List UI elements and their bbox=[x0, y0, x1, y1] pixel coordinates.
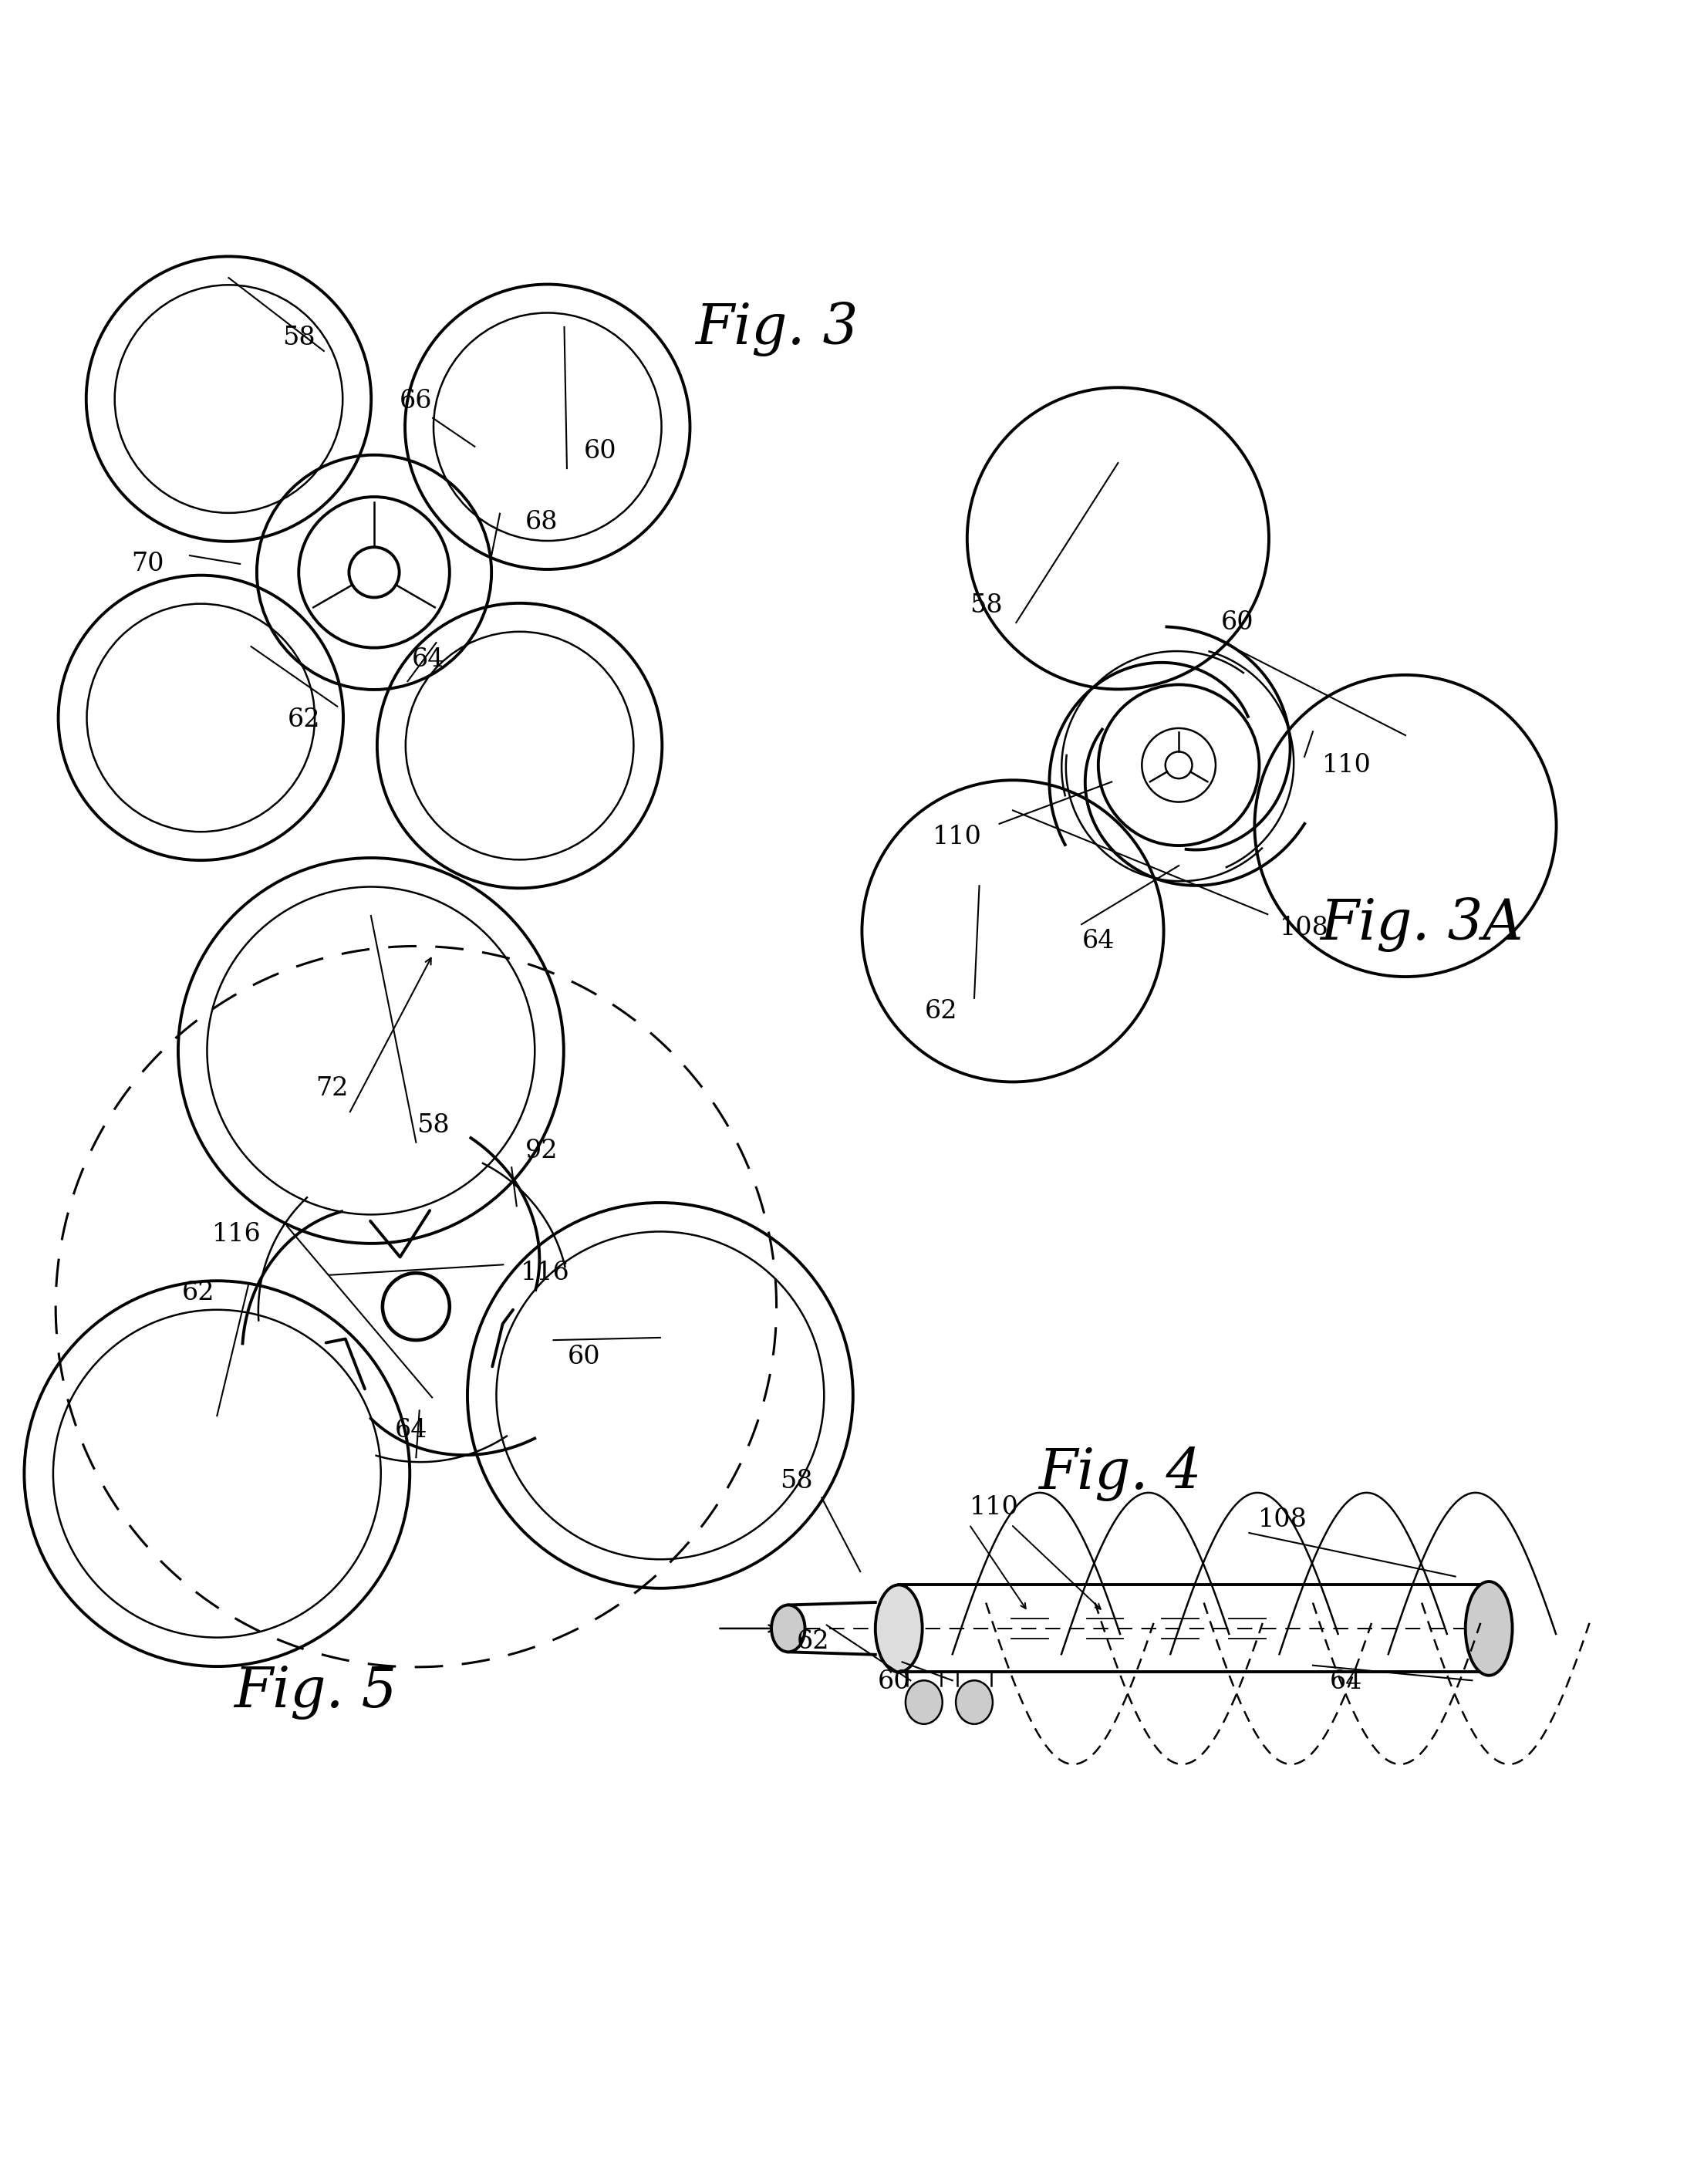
Text: 116: 116 bbox=[521, 1260, 570, 1286]
Text: Fig. 3A: Fig. 3A bbox=[1321, 898, 1523, 952]
Text: Fig. 5: Fig. 5 bbox=[234, 1664, 396, 1719]
Text: Fig. 4: Fig. 4 bbox=[1039, 1446, 1201, 1503]
Text: 64: 64 bbox=[1329, 1671, 1363, 1695]
Ellipse shape bbox=[771, 1605, 805, 1651]
Text: 64: 64 bbox=[1081, 928, 1115, 954]
Text: 64: 64 bbox=[395, 1417, 427, 1444]
Text: 58: 58 bbox=[970, 594, 1002, 618]
Text: 60: 60 bbox=[584, 439, 617, 463]
Text: 92: 92 bbox=[525, 1138, 558, 1164]
Text: 108: 108 bbox=[1259, 1507, 1307, 1531]
Text: 58: 58 bbox=[417, 1114, 449, 1138]
Text: 72: 72 bbox=[315, 1077, 349, 1101]
Text: 64: 64 bbox=[412, 646, 444, 673]
Text: 66: 66 bbox=[400, 389, 432, 413]
Text: 62: 62 bbox=[796, 1629, 830, 1653]
Ellipse shape bbox=[1466, 1581, 1512, 1675]
Text: 62: 62 bbox=[287, 708, 321, 732]
Ellipse shape bbox=[906, 1679, 943, 1723]
Text: 108: 108 bbox=[1280, 915, 1329, 939]
Ellipse shape bbox=[957, 1679, 992, 1723]
Text: 110: 110 bbox=[1321, 753, 1372, 778]
Text: 62: 62 bbox=[182, 1280, 214, 1306]
Text: 60: 60 bbox=[1221, 609, 1253, 636]
Text: 58: 58 bbox=[282, 325, 315, 349]
Text: 110: 110 bbox=[970, 1496, 1019, 1520]
Text: 60: 60 bbox=[877, 1671, 911, 1695]
Ellipse shape bbox=[876, 1586, 923, 1673]
Text: 60: 60 bbox=[567, 1345, 601, 1369]
Text: 70: 70 bbox=[132, 553, 164, 577]
Text: 68: 68 bbox=[525, 509, 558, 535]
Text: 116: 116 bbox=[213, 1223, 261, 1247]
Text: 110: 110 bbox=[933, 826, 982, 850]
Text: Fig. 3: Fig. 3 bbox=[695, 301, 859, 356]
Text: 58: 58 bbox=[779, 1468, 813, 1494]
Text: 62: 62 bbox=[924, 1000, 957, 1024]
